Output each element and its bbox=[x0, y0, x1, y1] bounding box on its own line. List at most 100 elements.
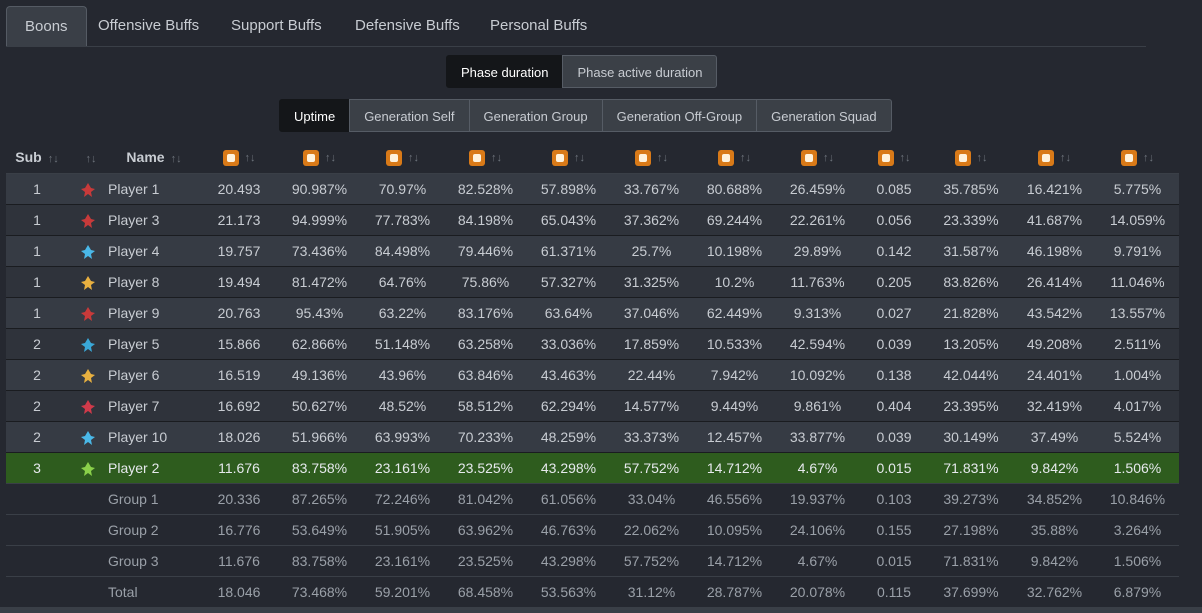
player-row[interactable]: 1 Player 4 19.757 73.436% 84.498% 79.446% 61.3… bbox=[6, 235, 1179, 267]
horizontal-scrollbar[interactable] bbox=[0, 607, 1202, 613]
firebrand-icon bbox=[81, 275, 95, 290]
player-row[interactable]: 1 Player 8 19.494 81.472% 64.76% 75.86% 57.327… bbox=[6, 266, 1179, 298]
swiftness-icon bbox=[954, 149, 971, 166]
generation-mode-toggle: Uptime Generation Self Generation Group … bbox=[279, 99, 892, 132]
boon-value: 23.525% bbox=[444, 452, 527, 484]
boon-value: 11.046% bbox=[1096, 266, 1179, 298]
boon-value: 0.027 bbox=[859, 297, 929, 329]
sort-icon: ↑↓ bbox=[823, 152, 834, 165]
boon-value: 5.775% bbox=[1096, 173, 1179, 205]
boon-header-might[interactable]: ↑↓ bbox=[200, 141, 278, 174]
boon-value: 39.273% bbox=[929, 483, 1013, 515]
boon-value: 63.64% bbox=[527, 297, 610, 329]
boon-header-quickness[interactable]: ↑↓ bbox=[361, 141, 444, 174]
alacrity-icon bbox=[469, 149, 485, 166]
boon-value: 14.712% bbox=[693, 545, 776, 577]
boon-value: 90.987% bbox=[278, 173, 361, 205]
sub-header[interactable]: Sub ↑↓ bbox=[6, 141, 68, 174]
player-row[interactable]: 2 Player 5 15.866 62.866% 51.148% 63.258% 33.0… bbox=[6, 328, 1179, 360]
sub-cell: 1 bbox=[6, 266, 68, 298]
empty-cell bbox=[68, 576, 108, 607]
boon-header-protection[interactable]: ↑↓ bbox=[527, 141, 610, 174]
name-header-label: Name bbox=[126, 149, 165, 165]
tab-boons[interactable]: Boons bbox=[6, 6, 87, 46]
boon-value: 11.676 bbox=[200, 452, 278, 484]
boon-value: 0.039 bbox=[859, 421, 929, 453]
boon-value: 43.463% bbox=[527, 359, 610, 391]
boon-value: 0.404 bbox=[859, 390, 929, 422]
uptime-button[interactable]: Uptime bbox=[279, 99, 351, 132]
group-name: Total bbox=[108, 576, 200, 607]
player-row[interactable]: 2 Player 6 16.519 49.136% 43.96% 63.846% 43.46… bbox=[6, 359, 1179, 391]
empty-cell bbox=[68, 545, 108, 577]
group-name: Group 2 bbox=[108, 514, 200, 546]
boon-value: 51.966% bbox=[278, 421, 361, 453]
boon-value: 33.036% bbox=[527, 328, 610, 360]
player-name: Player 1 bbox=[108, 173, 200, 205]
boon-value: 4.017% bbox=[1096, 390, 1179, 422]
boon-value: 50.627% bbox=[278, 390, 361, 422]
boon-value: 0.142 bbox=[859, 235, 929, 267]
boon-value: 16.421% bbox=[1013, 173, 1096, 205]
generation-off-group-button[interactable]: Generation Off-Group bbox=[601, 99, 758, 132]
boon-value: 43.542% bbox=[1013, 297, 1096, 329]
vigor-icon bbox=[718, 149, 734, 166]
phase-active-duration-button[interactable]: Phase active duration bbox=[562, 55, 718, 88]
boon-header-swiftness[interactable]: ↑↓ bbox=[929, 141, 1013, 174]
boon-value: 6.879% bbox=[1096, 576, 1179, 607]
player-name: Player 3 bbox=[108, 204, 200, 236]
generation-group-button[interactable]: Generation Group bbox=[468, 99, 603, 132]
boon-value: 65.043% bbox=[527, 204, 610, 236]
boon-value: 73.436% bbox=[278, 235, 361, 267]
player-row[interactable]: 1 Player 1 20.493 90.987% 70.97% 82.528% 57.89… bbox=[6, 173, 1179, 205]
boon-value: 72.246% bbox=[361, 483, 444, 515]
boon-value: 9.449% bbox=[693, 390, 776, 422]
player-row[interactable]: 2 Player 7 16.692 50.627% 48.52% 58.512% 62.29… bbox=[6, 390, 1179, 422]
boon-value: 19.494 bbox=[200, 266, 278, 298]
boon-value: 0.205 bbox=[859, 266, 929, 298]
boon-value: 10.2% bbox=[693, 266, 776, 298]
tab-support-buffs[interactable]: Support Buffs bbox=[231, 17, 322, 34]
boon-value: 2.511% bbox=[1096, 328, 1179, 360]
tab-personal-buffs[interactable]: Personal Buffs bbox=[490, 17, 588, 34]
player-row[interactable]: 1 Player 3 21.173 94.999% 77.783% 84.198% 65.0… bbox=[6, 204, 1179, 236]
tab-defensive-buffs[interactable]: Defensive Buffs bbox=[355, 17, 460, 34]
boon-header-resolution[interactable]: ↑↓ bbox=[1096, 141, 1179, 174]
boon-value: 87.265% bbox=[278, 483, 361, 515]
boon-header-aegis[interactable]: ↑↓ bbox=[776, 141, 859, 174]
empty-cell bbox=[68, 514, 108, 546]
tempest-icon bbox=[81, 430, 95, 445]
resistance-icon bbox=[1038, 149, 1054, 166]
boon-value: 84.198% bbox=[444, 204, 527, 236]
boon-header-fury[interactable]: ↑↓ bbox=[278, 141, 361, 174]
boon-value: 0.039 bbox=[859, 328, 929, 360]
player-row[interactable]: 1 Player 9 20.763 95.43% 63.22% 83.176% 63.64%… bbox=[6, 297, 1179, 329]
tab-offensive-buffs[interactable]: Offensive Buffs bbox=[98, 17, 200, 34]
boon-header-vigor[interactable]: ↑↓ bbox=[693, 141, 776, 174]
boon-value: 43.96% bbox=[361, 359, 444, 391]
table-body: 1 Player 1 20.493 90.987% 70.97% 82.528% 57.89… bbox=[6, 173, 1179, 607]
boon-value: 46.556% bbox=[693, 483, 776, 515]
boon-value: 1.506% bbox=[1096, 452, 1179, 484]
player-row[interactable]: 3 Player 2 11.676 83.758% 23.161% 23.525% 43.2… bbox=[6, 452, 1179, 484]
boon-value: 15.866 bbox=[200, 328, 278, 360]
phase-duration-button[interactable]: Phase duration bbox=[446, 55, 564, 88]
boon-value: 22.261% bbox=[776, 204, 859, 236]
name-header[interactable]: Name ↑↓ bbox=[108, 141, 200, 174]
boon-header-stability[interactable]: ↑↓ bbox=[859, 141, 929, 174]
boon-value: 32.419% bbox=[1013, 390, 1096, 422]
boon-header-alacrity[interactable]: ↑↓ bbox=[444, 141, 527, 174]
profession-header[interactable]: ↑↓ bbox=[68, 141, 108, 174]
boon-value: 20.336 bbox=[200, 483, 278, 515]
boon-value: 42.044% bbox=[929, 359, 1013, 391]
boon-header-resistance[interactable]: ↑↓ bbox=[1013, 141, 1096, 174]
generation-self-button[interactable]: Generation Self bbox=[349, 99, 470, 132]
player-row[interactable]: 2 Player 10 18.026 51.966% 63.993% 70.233% 48.… bbox=[6, 421, 1179, 453]
boon-value: 0.115 bbox=[859, 576, 929, 607]
sub-header-label: Sub bbox=[15, 149, 42, 165]
boon-header-regeneration[interactable]: ↑↓ bbox=[610, 141, 693, 174]
boon-value: 37.046% bbox=[610, 297, 693, 329]
generation-squad-button[interactable]: Generation Squad bbox=[756, 99, 892, 132]
boon-value: 62.449% bbox=[693, 297, 776, 329]
boon-value: 19.757 bbox=[200, 235, 278, 267]
